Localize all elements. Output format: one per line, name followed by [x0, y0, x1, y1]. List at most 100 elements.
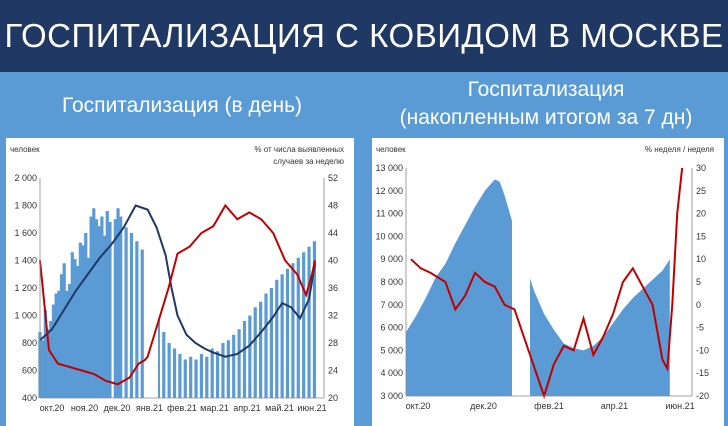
ratio-line — [39, 203, 317, 386]
daily-bar — [116, 208, 120, 398]
right-chart-title-line2: (накопленным итогом за 7 дн) — [399, 106, 693, 129]
daily-bar — [92, 208, 96, 398]
y-tick-label: 2 000 — [14, 173, 37, 183]
right-chart: человек % неделя / неделя 13 000 12 000 11 0… — [375, 145, 714, 411]
x-tick-label: май.21 — [265, 403, 294, 413]
y-tick-label: 7 000 — [380, 300, 403, 310]
daily-bar — [49, 321, 53, 398]
daily-bar — [280, 274, 284, 398]
y-tick-label: 4 000 — [380, 368, 403, 378]
y2-tick-label: 40 — [328, 256, 338, 266]
left-chart-panel: человек % от числа выявленных случаев за н… — [6, 138, 354, 426]
daily-bar — [259, 301, 263, 398]
daily-bar — [183, 359, 187, 398]
y-tick-label: 13 000 — [375, 163, 403, 173]
y-axis-label: человек — [376, 145, 406, 154]
y2-tick-label: -5 — [696, 323, 704, 333]
y-tick-label: 12 000 — [375, 186, 403, 196]
daily-bar — [205, 356, 209, 398]
daily-bar — [178, 354, 182, 398]
y2-tick-label: 0 — [696, 300, 701, 310]
y-tick-label: 1 000 — [14, 311, 37, 321]
weekly-total-area — [406, 179, 670, 396]
y2-tick-label: 25 — [696, 186, 706, 196]
right-chart-panel: человек % неделя / неделя 13 000 12 000 11 0… — [372, 138, 724, 426]
x-tick-label: дек.20 — [470, 401, 497, 411]
right-chart-title-line1: Госпитализация — [467, 78, 625, 101]
daily-bar — [129, 233, 134, 398]
daily-bar — [43, 310, 47, 398]
x-tick-label: ноя.20 — [71, 403, 98, 413]
data-gap — [512, 168, 530, 396]
daily-bar — [67, 283, 72, 398]
daily-bar — [312, 241, 317, 398]
page-header: ГОСПИТАЛИЗАЦИЯ С КОВИДОМ В МОСКВЕ — [0, 0, 728, 72]
daily-bar — [194, 359, 198, 398]
daily-bar — [100, 216, 104, 398]
daily-bar — [94, 219, 99, 398]
daily-bar — [291, 263, 295, 398]
y2-tick-label: 44 — [328, 228, 338, 238]
daily-bar — [57, 290, 61, 398]
daily-bar — [275, 279, 279, 398]
y-tick-label: 3 000 — [380, 391, 403, 401]
daily-bar — [84, 233, 88, 398]
y-tick-label: 1 400 — [14, 256, 37, 266]
y-tick-label: 10 000 — [375, 231, 403, 241]
daily-bar — [302, 252, 306, 398]
y2-tick-label: 48 — [328, 201, 338, 211]
daily-bar — [73, 259, 77, 398]
daily-bar — [76, 266, 80, 398]
daily-bar — [54, 293, 58, 398]
average-line — [39, 204, 317, 358]
daily-bar — [232, 334, 236, 398]
daily-bar — [253, 307, 257, 398]
daily-bar — [285, 268, 290, 398]
left-chart: человек % от числа выявленных случаев за н… — [10, 145, 344, 413]
x-tick-label: мар.21 — [200, 403, 229, 413]
y2-tick-label: 20 — [328, 393, 338, 403]
y2-tick-label: 15 — [696, 231, 706, 241]
y-tick-label: 11 000 — [376, 209, 403, 219]
y-axis-label: человек — [10, 145, 40, 154]
daily-bar — [167, 343, 171, 398]
daily-bar — [102, 235, 107, 398]
daily-bar — [108, 222, 112, 398]
daily-bar — [140, 249, 144, 398]
x-tick-label: окт.20 — [40, 403, 65, 413]
daily-bar — [248, 315, 252, 398]
y-tick-label: 1 600 — [14, 228, 37, 238]
y-tick-label: 5 000 — [380, 345, 403, 355]
y-tick-label: 600 — [22, 366, 37, 376]
y-tick-label: 1 200 — [14, 283, 37, 293]
x-tick-label: фев.21 — [167, 403, 197, 413]
daily-bar — [81, 245, 85, 398]
x-tick-label: дек.20 — [104, 403, 131, 413]
y2-tick-label: 36 — [328, 283, 338, 293]
daily-bar — [269, 288, 273, 398]
y2-axis-label-line1: % от числа выявленных — [254, 145, 344, 154]
daily-bar — [113, 219, 117, 398]
daily-bar — [307, 246, 311, 398]
y-tick-label: 400 — [22, 393, 37, 403]
daily-bar — [215, 351, 220, 398]
y2-tick-label: 32 — [328, 311, 338, 321]
ratio-line — [410, 167, 684, 400]
daily-bar — [65, 290, 69, 398]
daily-bar — [135, 241, 139, 398]
y2-tick-label: 5 — [696, 277, 701, 287]
daily-bar — [242, 321, 247, 398]
page-title: ГОСПИТАЛИЗАЦИЯ С КОВИДОМ В МОСКВЕ — [4, 17, 724, 54]
y-tick-label: 9 000 — [380, 254, 403, 264]
daily-bar — [46, 329, 50, 398]
daily-bar — [226, 340, 230, 398]
daily-bar — [296, 257, 300, 398]
x-tick-label: апр.21 — [601, 401, 628, 411]
daily-bar — [264, 293, 268, 398]
y2-tick-label: 28 — [328, 338, 338, 348]
daily-bar — [221, 343, 225, 398]
daily-bar — [89, 216, 93, 398]
daily-bar — [41, 340, 45, 398]
y2-tick-label: 30 — [696, 163, 706, 173]
x-tick-label: янв.21 — [136, 403, 163, 413]
